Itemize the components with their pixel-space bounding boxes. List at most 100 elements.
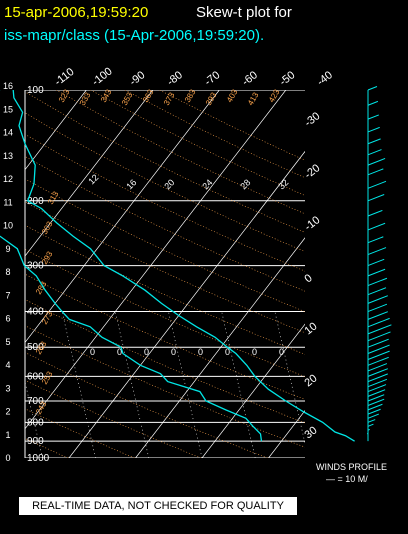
dewpoint-trace bbox=[0, 90, 263, 442]
wind-vector bbox=[367, 373, 388, 383]
wind-vector bbox=[367, 408, 381, 415]
wind-vector bbox=[367, 378, 388, 388]
wind-vector bbox=[367, 428, 370, 431]
dry-adiabat-label: 373 bbox=[162, 90, 177, 107]
mixing-ratio-line bbox=[221, 311, 256, 458]
pressure-tick-label: 200 bbox=[27, 196, 44, 207]
dry-adiabat-label: 363 bbox=[141, 87, 156, 104]
wind-vector bbox=[367, 126, 380, 133]
dry-adiabat-label: 403 bbox=[225, 87, 240, 104]
moist-adiabat-label: 28 bbox=[238, 177, 252, 191]
isotherm-line bbox=[68, 150, 305, 458]
height-tick-label: 11 bbox=[3, 197, 12, 207]
wind-vector bbox=[367, 368, 388, 377]
temperature-trace bbox=[12, 89, 355, 442]
height-tick-label: 6 bbox=[5, 314, 10, 324]
moist-adiabat-label: 20 bbox=[162, 177, 176, 191]
header-date: 15-apr-2006,19:59:20 bbox=[4, 4, 148, 21]
height-tick-label: 15 bbox=[3, 104, 13, 114]
pressure-tick-label: 500 bbox=[27, 342, 44, 353]
moist-adiabat-label: 12 bbox=[86, 172, 100, 186]
wind-vector bbox=[367, 311, 388, 320]
temperature-tick-label: -60 bbox=[240, 69, 260, 88]
wind-vector bbox=[367, 317, 390, 328]
height-tick-label: 4 bbox=[5, 360, 10, 370]
pressure-tick-label: 600 bbox=[27, 371, 44, 382]
temperature-tick-label: -90 bbox=[127, 69, 147, 88]
header-title: Skew-t plot for bbox=[196, 4, 292, 21]
wind-vector bbox=[367, 287, 387, 296]
dry-adiabat-label: 283 bbox=[34, 279, 49, 296]
height-tick-label: 3 bbox=[5, 383, 10, 393]
wind-vector bbox=[367, 419, 376, 423]
wind-vector bbox=[367, 86, 378, 91]
wind-vector bbox=[367, 338, 389, 348]
dry-adiabat-label: 313 bbox=[46, 189, 61, 206]
wind-vector bbox=[367, 138, 381, 145]
wind-vector bbox=[367, 344, 390, 354]
wind-vector bbox=[367, 389, 386, 397]
dry-adiabat-line bbox=[25, 325, 305, 448]
wind-vector bbox=[367, 114, 379, 120]
pressure-tick-label: 100 bbox=[27, 85, 44, 96]
wind-vector bbox=[367, 277, 388, 287]
height-tick-label: 5 bbox=[5, 337, 10, 347]
isotherm-line bbox=[25, 90, 87, 171]
isotherm-line bbox=[135, 237, 305, 458]
dry-adiabat-label: 303 bbox=[40, 219, 55, 236]
temperature-tick-label: -70 bbox=[202, 69, 222, 88]
moist-adiabat-label: 24 bbox=[200, 177, 214, 191]
winds-scale-label: — = 10 M/ bbox=[326, 474, 368, 484]
wind-vector bbox=[367, 356, 389, 366]
dry-adiabat-label: 323 bbox=[57, 87, 72, 104]
temperature-tick-label: 0 bbox=[302, 272, 314, 285]
wind-vector bbox=[367, 180, 387, 189]
temperature-tick-label: -110 bbox=[52, 66, 76, 89]
pressure-tick-label: 900 bbox=[27, 436, 44, 447]
dry-adiabat-line bbox=[159, 90, 305, 161]
moist-adiabat-label: 32 bbox=[276, 177, 290, 191]
dry-adiabat-line bbox=[55, 90, 305, 215]
height-tick-label: 8 bbox=[5, 267, 10, 277]
dry-adiabat-label: 393 bbox=[204, 90, 219, 107]
dry-adiabat-line bbox=[25, 408, 135, 458]
isotherm-line bbox=[402, 90, 408, 458]
wind-vector bbox=[367, 398, 385, 406]
temperature-tick-label: 20 bbox=[302, 372, 319, 389]
temperature-tick-label: -20 bbox=[302, 162, 322, 181]
sounding-traces bbox=[0, 89, 355, 442]
wind-vector bbox=[367, 350, 390, 360]
mixing-ratio-label: 0 bbox=[171, 347, 176, 357]
height-tick-label: 13 bbox=[3, 151, 13, 161]
height-tick-label: 9 bbox=[5, 244, 10, 254]
dry-adiabat-line bbox=[124, 90, 305, 179]
wind-vector bbox=[367, 268, 386, 277]
wind-vector bbox=[367, 168, 384, 176]
quality-caption: REAL-TIME DATA, NOT CHECKED FOR QUALITY bbox=[19, 497, 297, 515]
wind-vector bbox=[367, 324, 392, 335]
wind-vector bbox=[367, 236, 384, 244]
header: 15-apr-2006,19:59:20 Skew-t plot for iss… bbox=[4, 4, 292, 44]
dry-adiabat-label: 413 bbox=[246, 90, 261, 107]
mixing-ratio-label: 0 bbox=[225, 347, 230, 357]
temperature-tick-label: -80 bbox=[165, 69, 185, 88]
height-tick-label: 2 bbox=[5, 407, 10, 417]
skew-t-grid bbox=[24, 90, 408, 458]
wind-vector bbox=[367, 194, 385, 202]
height-tick-label: 7 bbox=[5, 290, 10, 300]
isotherm-line bbox=[25, 90, 220, 343]
pressure-tick-label: 700 bbox=[27, 396, 44, 407]
mixing-ratio-line bbox=[168, 311, 203, 458]
dry-adiabat-line bbox=[25, 201, 305, 334]
wind-vector bbox=[367, 363, 388, 372]
moist-adiabat-label: 16 bbox=[124, 177, 138, 191]
mixing-ratio-label: 0 bbox=[279, 347, 284, 357]
wind-vector bbox=[367, 158, 386, 166]
wind-vector bbox=[367, 384, 387, 393]
wind-vector bbox=[367, 209, 383, 217]
wind-vector bbox=[367, 258, 385, 267]
dry-adiabat-line bbox=[25, 133, 305, 272]
height-tick-label: 1 bbox=[5, 430, 10, 440]
mixing-ratio-line bbox=[114, 311, 150, 458]
